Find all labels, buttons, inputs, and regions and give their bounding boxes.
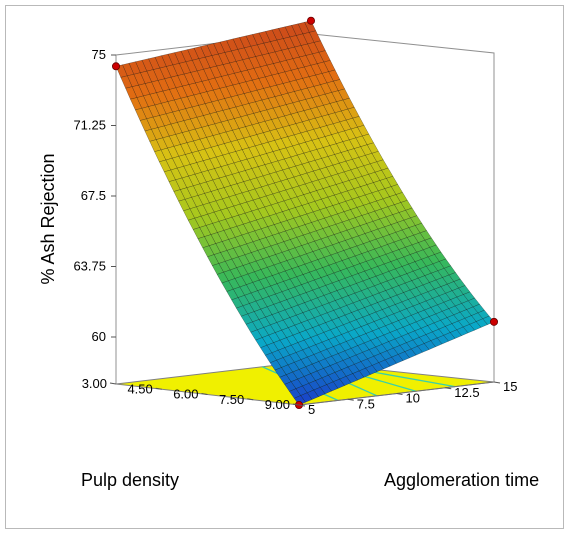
design-point [306,16,315,25]
x-axis-ticks: 5 7.5 10 12.5 15 [298,379,517,417]
y-tick-mark [292,403,300,406]
y-tick-label: 6.00 [173,387,198,402]
y-tick-mark [247,398,254,401]
response-surface [115,20,495,406]
z-tick-label: 60 [92,329,106,344]
x-tick-mark [298,404,306,407]
y-tick-label: 4.50 [127,381,152,396]
y-tick-label: 3.00 [82,376,107,391]
x-tick-mark [493,381,501,384]
x-tick-mark [396,393,403,395]
z-tick-label: 63.75 [73,259,106,274]
y-tick-mark [155,387,162,390]
z-axis-ticks: 60 63.75 67.5 71.25 75 [73,47,116,344]
z-tick-label: 67.5 [81,188,106,203]
x-tick-label: 10 [406,391,420,406]
z-tick-label: 71.25 [73,118,106,133]
y-axis-ticks: 3.00 4.50 6.00 7.50 9.00 [82,376,300,412]
chart-frame: 60 63.75 67.5 71.25 75 3.00 4.50 6.00 7.50 9.00 … [5,5,564,529]
y-tick-mark [201,393,208,395]
x-tick-label: 15 [503,379,517,394]
y-tick-label: 7.50 [219,392,244,407]
y-tick-label: 9.00 [265,397,290,412]
design-point [112,62,121,71]
z-axis-title: % Ash Rejection [38,153,58,284]
x-tick-label: 5 [308,402,315,417]
design-point [489,317,498,326]
x-tick-mark [347,398,354,401]
x-tick-label: 7.5 [357,396,375,411]
y-tick-mark [109,382,117,385]
y-axis-title: Pulp density [81,470,179,490]
x-tick-mark [445,387,452,390]
x-axis-title: Agglomeration time [384,470,539,490]
z-tick-label: 75 [92,47,106,62]
design-points [112,16,498,409]
x-tick-label: 12.5 [454,385,479,400]
